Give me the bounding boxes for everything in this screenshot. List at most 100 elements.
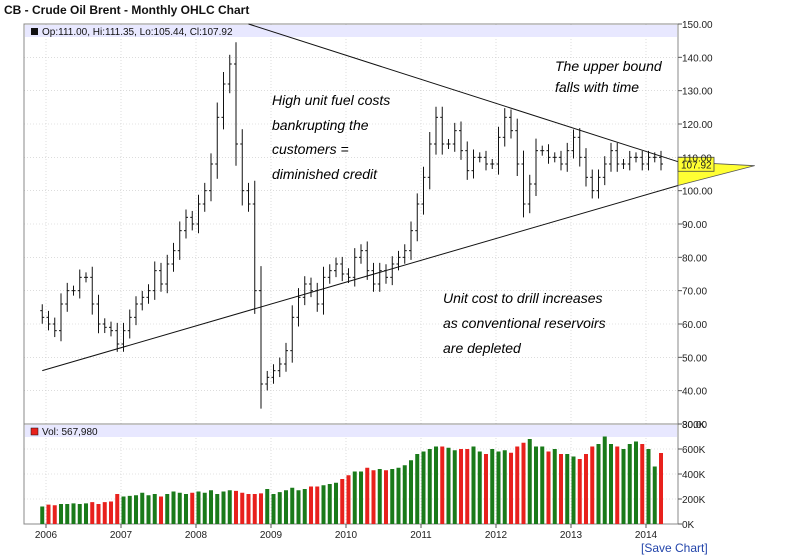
volume-bar (384, 470, 388, 524)
price-tick-label: 60.00 (682, 320, 707, 331)
price-tick-label: 110.00 (682, 153, 712, 164)
volume-bar (477, 451, 482, 524)
volume-bar (327, 484, 332, 524)
volume-bar (440, 446, 445, 524)
volume-tick-label: 800K (682, 420, 706, 431)
volume-bar (171, 491, 176, 524)
price-tick-label: 120.00 (682, 120, 713, 131)
ohlc-bar (352, 248, 357, 287)
volume-bar (159, 496, 163, 524)
volume-bar (415, 454, 420, 524)
volume-bar (152, 494, 157, 524)
volume-bar (421, 451, 426, 524)
volume-bar (427, 449, 432, 524)
volume-legend-swatch (30, 427, 39, 436)
ohlc-bar (234, 42, 238, 166)
volume-bar (484, 454, 488, 524)
ohlc-bar (496, 126, 501, 175)
volume-bar (277, 492, 282, 524)
price-tick-label: 90.00 (682, 220, 707, 231)
annotation-drill-cost-3: are depleted (443, 340, 522, 356)
volume-bar (371, 470, 376, 524)
ohlc-bar (159, 262, 163, 292)
volume-bar (540, 446, 545, 524)
ohlc-bar (302, 276, 307, 306)
volume-bar (352, 471, 357, 524)
ohlc-bar (296, 288, 301, 327)
volume-y-axis: 800K 600K 400K 200K 0K (678, 420, 706, 531)
ohlc-bar (646, 150, 651, 171)
volume-bar (221, 491, 226, 524)
volume-bar (309, 486, 313, 524)
last-price-box (677, 156, 715, 172)
ohlc-bar (52, 317, 57, 338)
volume-bar (177, 492, 182, 524)
volume-bar (302, 489, 307, 524)
volume-bar (459, 449, 463, 524)
volume-bar (565, 454, 570, 524)
volume-bar (40, 506, 45, 524)
volume-bar (552, 449, 557, 524)
ohlc-bar (109, 321, 113, 337)
ohlc-bar (409, 221, 413, 260)
volume-bar (65, 504, 70, 524)
ohlc-bar (634, 152, 638, 163)
volume-bar (434, 446, 438, 524)
volume-bar (284, 490, 288, 524)
price-tick-label: 70.00 (682, 287, 707, 298)
volume-bar (402, 465, 407, 524)
x-axis: 2006 2007 2008 2009 2010 2011 2012 2013 2014 (35, 524, 658, 541)
trendline-lower-bound (42, 185, 679, 372)
annotation-drill-cost-2: as conventional reservoirs (443, 315, 606, 331)
ohlc-bar (290, 305, 295, 363)
volume-bar (84, 503, 88, 524)
volume-bar (246, 494, 251, 524)
save-chart-link[interactable]: [Save Chart] (641, 541, 708, 555)
ohlc-bar (202, 182, 207, 212)
ohlc-bar (659, 150, 663, 171)
ohlc-bar (46, 310, 51, 331)
ohlc-bar (165, 254, 170, 294)
chart-title: CB - Crude Oil Brent - Monthly OHLC Char… (4, 3, 250, 17)
price-y-axis: 150.00 140.00 130.00 120.00 110.00 100.00 90.0… (678, 20, 713, 431)
volume-bar (634, 441, 638, 524)
ohlc-bar (590, 169, 595, 199)
ohlc-bar (59, 293, 63, 342)
volume-legend-text: Vol: 567,980 (42, 427, 98, 438)
annotation-fuel-costs-3: customers = (272, 141, 349, 157)
ohlc-bar (559, 150, 563, 171)
volume-bar (396, 467, 401, 524)
ohlc-bar (40, 304, 45, 324)
volume-bar (559, 454, 563, 524)
volume-bar (577, 459, 582, 524)
volume-bar (290, 487, 295, 524)
volume-bar (584, 454, 588, 524)
price-tick-label: 30.00 (682, 420, 707, 431)
volume-tick-label: 200K (682, 495, 706, 506)
x-tick-label: 2014 (635, 530, 658, 541)
volume-legend-band (25, 425, 677, 437)
volume-bar (140, 492, 145, 524)
volume-bar (446, 447, 451, 524)
volume-bar (515, 446, 520, 524)
ohlc-bar (215, 102, 220, 179)
ohlc-bar (315, 282, 320, 312)
volume-bar (252, 494, 257, 524)
annotation-fuel-costs-1: High unit fuel costs (272, 92, 390, 108)
ohlc-bar (427, 132, 432, 190)
ohlc-bar (602, 156, 607, 186)
annotation-fuel-costs-2: bankrupting the (272, 117, 369, 133)
ohlc-bar (446, 139, 451, 149)
volume-bar (502, 450, 507, 524)
volume-tick-label: 400K (682, 470, 706, 481)
volume-bar (315, 486, 320, 524)
ohlc-series (40, 42, 663, 409)
volume-bar (121, 496, 126, 524)
volume-bar (321, 485, 326, 524)
ohlc-bar (459, 121, 463, 160)
x-tick-label: 2008 (185, 530, 208, 541)
ohlc-bar (477, 152, 482, 163)
volume-bar (571, 456, 576, 524)
volume-bar (627, 444, 632, 524)
trendlines (42, 23, 679, 372)
